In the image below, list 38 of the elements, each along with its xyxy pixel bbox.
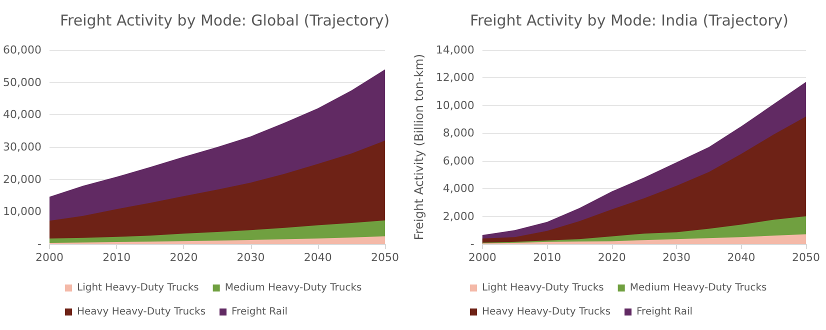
x-tick-label: 2050: [792, 251, 820, 264]
chart-title: Freight Activity by Mode: India (Trajectory): [470, 12, 789, 30]
y-tick-label: 12,000: [436, 71, 474, 84]
chart-title: Freight Activity by Mode: Global (Trajectory): [60, 12, 390, 30]
legend-label: Medium Heavy-Duty Trucks: [224, 282, 362, 294]
x-tick-label: 2040: [304, 251, 332, 264]
x-tick-label: 2050: [371, 251, 399, 264]
y-tick-label: 8,000: [442, 126, 474, 140]
legend-label: Light Heavy-Duty Trucks: [482, 282, 604, 294]
x-tick-label: 2040: [727, 251, 756, 264]
x-tick-label: 2010: [102, 251, 131, 264]
y-axis-title: Freight Activity (Billion ton-km): [412, 54, 426, 240]
x-tick-label: 2030: [236, 251, 265, 264]
y-tick-label: 6,000: [442, 154, 474, 168]
x-tick-label: 2020: [170, 251, 198, 264]
y-tick-label: 10,000: [436, 98, 474, 112]
x-tick-label: 2000: [468, 251, 496, 264]
y-tick-label: 10,000: [2, 205, 42, 218]
x-tick-label: 2000: [35, 251, 64, 264]
y-tick-label: 2,000: [442, 210, 474, 223]
x-tick-label: 2010: [533, 251, 562, 264]
x-tick-label: 2030: [662, 251, 691, 264]
y-tick-label: -: [38, 238, 42, 250]
y-tick-label: 50,000: [2, 76, 42, 89]
y-tick-label: 14,000: [436, 44, 474, 56]
y-tick-label: 20,000: [2, 172, 42, 186]
y-tick-label: 60,000: [2, 44, 42, 56]
y-tick-label: -: [470, 238, 474, 250]
x-tick-label: 2020: [598, 251, 626, 264]
y-tick-label: 40,000: [2, 108, 42, 122]
y-tick-label: 4,000: [442, 182, 474, 196]
legend-label: Freight Rail: [232, 306, 288, 318]
legend-label: Heavy Heavy-Duty Trucks: [77, 306, 206, 318]
legend-label: Medium Heavy-Duty Trucks: [630, 282, 767, 294]
y-tick-label: 30,000: [2, 140, 42, 154]
legend-label: Light Heavy-Duty Trucks: [77, 282, 199, 294]
legend-label: Heavy Heavy-Duty Trucks: [482, 306, 611, 318]
legend-label: Freight Rail: [636, 306, 693, 318]
